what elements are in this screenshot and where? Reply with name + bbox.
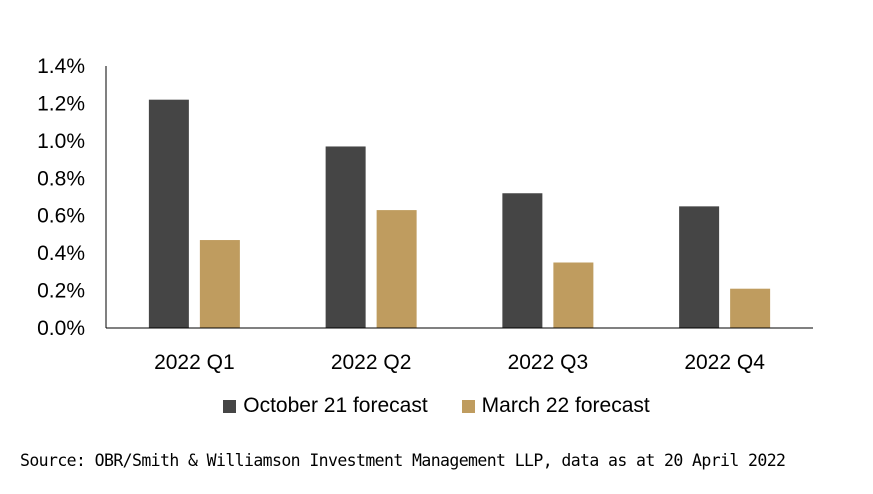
x-tick-label: 2022 Q3 xyxy=(508,351,589,374)
y-tick-label: 0.2% xyxy=(37,280,85,303)
bar-march-1 xyxy=(199,240,240,328)
x-tick-label: 2022 Q1 xyxy=(154,351,235,374)
bar-october-3 xyxy=(502,193,543,328)
bars xyxy=(148,99,771,328)
bar-chart: 0.0% 0.2% 0.4% 0.6% 0.8% 1.0% 1.2% 1.4% 2022 Q1… xyxy=(37,55,813,374)
x-tick-label: 2022 Q4 xyxy=(684,351,765,374)
bar-october-4 xyxy=(679,206,720,328)
legend-item-october: October 21 forecast xyxy=(223,394,428,418)
legend-label-march: March 22 forecast xyxy=(481,394,650,417)
bar-march-3 xyxy=(553,262,594,328)
source-note: Source: OBR/Smith & Williamson Investmen… xyxy=(20,451,786,470)
legend-swatch-march xyxy=(461,399,475,413)
legend-item-march: March 22 forecast xyxy=(461,394,650,418)
y-tick-label: 1.2% xyxy=(37,92,85,115)
y-tick-label: 1.4% xyxy=(37,55,85,78)
y-tick-label: 1.0% xyxy=(37,130,85,153)
bar-march-2 xyxy=(376,210,417,328)
y-tick-label: 0.4% xyxy=(37,242,85,265)
y-axis-ticks: 0.0% 0.2% 0.4% 0.6% 0.8% 1.0% 1.2% 1.4% xyxy=(37,55,85,340)
x-axis-labels: 2022 Q1 2022 Q2 2022 Q3 2022 Q4 xyxy=(154,351,765,374)
legend: October 21 forecast March 22 forecast xyxy=(0,391,873,421)
legend-swatch-october xyxy=(223,399,237,413)
y-tick-label: 0.0% xyxy=(37,317,85,340)
y-tick-label: 0.6% xyxy=(37,205,85,228)
bar-october-1 xyxy=(148,99,189,328)
y-tick-label: 0.8% xyxy=(37,167,85,190)
legend-label-october: October 21 forecast xyxy=(243,394,428,417)
x-tick-label: 2022 Q2 xyxy=(331,351,412,374)
bar-march-4 xyxy=(730,288,771,328)
bar-october-2 xyxy=(325,146,366,328)
